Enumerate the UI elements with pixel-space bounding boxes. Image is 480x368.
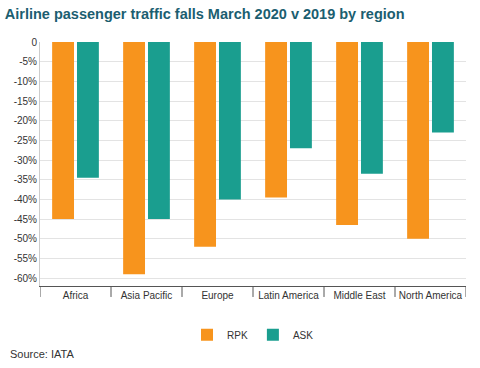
svg-text:Europe: Europe	[201, 290, 234, 301]
svg-text:-10%: -10%	[14, 76, 37, 87]
svg-text:-15%: -15%	[14, 96, 37, 107]
svg-text:-25%: -25%	[14, 135, 37, 146]
svg-text:Latin America: Latin America	[258, 290, 319, 301]
svg-text:Source: IATA: Source: IATA	[10, 348, 74, 360]
svg-text:Airline passenger traffic fall: Airline passenger traffic falls March 20…	[5, 6, 405, 22]
svg-text:ASK: ASK	[293, 330, 313, 341]
svg-text:RPK: RPK	[227, 330, 248, 341]
svg-text:-30%: -30%	[14, 155, 37, 166]
svg-text:North America: North America	[399, 290, 463, 301]
svg-text:-5%: -5%	[19, 56, 37, 67]
svg-text:-35%: -35%	[14, 174, 37, 185]
svg-text:Middle East: Middle East	[333, 290, 385, 301]
svg-text:-60%: -60%	[14, 273, 37, 284]
svg-text:-55%: -55%	[14, 253, 37, 264]
svg-text:-20%: -20%	[14, 115, 37, 126]
svg-text:Asia Pacific: Asia Pacific	[121, 290, 173, 301]
svg-text:-45%: -45%	[14, 214, 37, 225]
svg-text:0: 0	[31, 37, 37, 48]
svg-text:-40%: -40%	[14, 194, 37, 205]
svg-text:-50%: -50%	[14, 233, 37, 244]
svg-text:Africa: Africa	[63, 290, 89, 301]
